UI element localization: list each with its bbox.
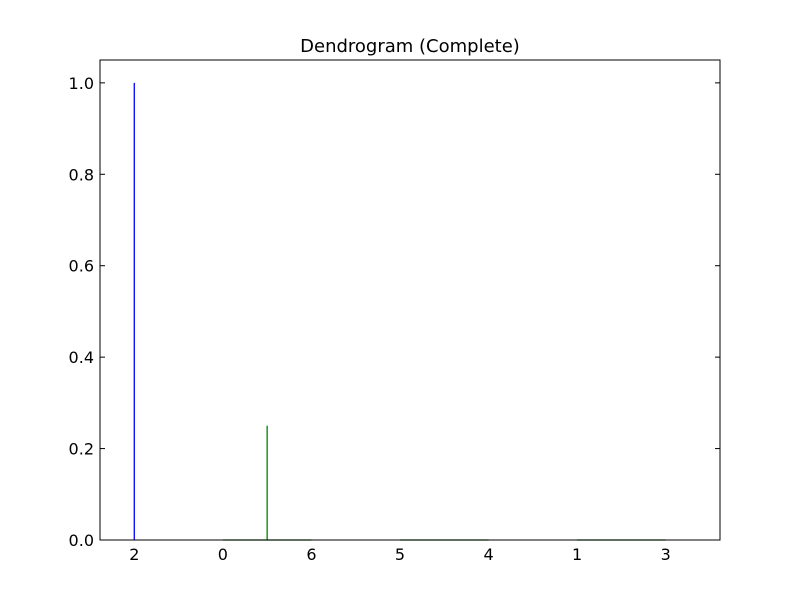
chart-title: Dendrogram (Complete) xyxy=(300,36,520,57)
y-tick-label: 0.6 xyxy=(69,257,94,276)
y-tick-label: 0.0 xyxy=(69,531,94,550)
leaf-label: 0 xyxy=(218,545,228,564)
y-tick-label: 1.0 xyxy=(69,74,94,93)
y-tick-label: 0.8 xyxy=(69,165,94,184)
y-tick-label: 0.2 xyxy=(69,440,94,459)
leaf-label: 4 xyxy=(483,545,493,564)
leaf-label: 6 xyxy=(306,545,316,564)
plot-area: 0.0 0.2 0.4 0.6 0.8 1.0 2 0 6 5 4 1 3 xyxy=(69,74,720,564)
leaf-label: 2 xyxy=(129,545,139,564)
leaf-label: 3 xyxy=(661,545,671,564)
leaf-label: 1 xyxy=(572,545,582,564)
leaf-label: 5 xyxy=(395,545,405,564)
y-tick-label: 0.4 xyxy=(69,348,94,367)
plot-frame xyxy=(99,59,721,541)
